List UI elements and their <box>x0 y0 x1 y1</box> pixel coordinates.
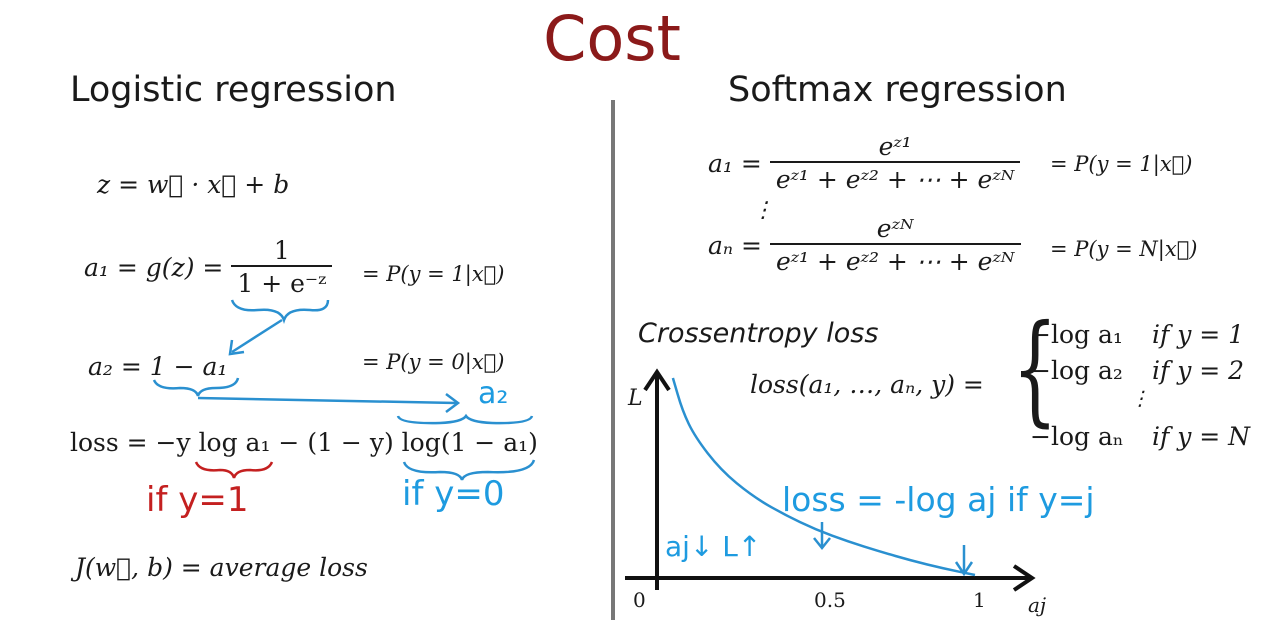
y-axis-arrow <box>643 368 671 392</box>
loss-note-arrow-head <box>813 537 831 551</box>
at-one-arrow-head <box>954 561 974 577</box>
softmax-a1-denominator: eᶻ¹ + eᶻ² + ⋯ + eᶻᴺ <box>769 161 1021 194</box>
note-arrows: aj↓ L↑ <box>665 530 762 563</box>
softmax-aN-denominator: eᶻ¹ + eᶻ² + ⋯ + eᶻᴺ <box>769 243 1021 276</box>
axis-x-label: aj <box>1028 593 1047 617</box>
note-if-y1: if y=1 <box>146 480 249 520</box>
softmax-a1: a₁ = eᶻ¹ eᶻ¹ + eᶻ² + ⋯ + eᶻᴺ <box>708 132 1021 194</box>
softmax-a1-prob: = P(y = 1|x⃗) <box>1050 152 1193 176</box>
softmax-a1-fraction: eᶻ¹ eᶻ¹ + eᶻ² + ⋯ + eᶻᴺ <box>769 132 1021 194</box>
case-1-expr: −log a₁ <box>1030 320 1123 349</box>
x-tick-1: 1 <box>973 588 986 612</box>
note-loss: loss = -log aj if y=j <box>782 480 1095 519</box>
crossentropy-label: Crossentropy loss <box>638 318 879 349</box>
note-if-y0: if y=0 <box>402 474 505 514</box>
eq-a1-prob: = P(y = 1|x⃗) <box>362 262 505 286</box>
a2-brace <box>152 377 240 397</box>
note-a2: a₂ <box>478 376 509 411</box>
eq-J: J(w⃗, b) = average loss <box>75 553 368 582</box>
logistic-heading: Logistic regression <box>70 70 397 110</box>
axis-y-label: L <box>628 386 643 411</box>
softmax-aN-fraction: eᶻᴺ eᶻ¹ + eᶻ² + ⋯ + eᶻᴺ <box>769 214 1021 276</box>
softmax-aN: aₙ = eᶻᴺ eᶻ¹ + eᶻ² + ⋯ + eᶻᴺ <box>708 214 1021 276</box>
denominator-brace <box>230 299 330 324</box>
cases-brace: { <box>1012 300 1058 439</box>
softmax-heading: Softmax regression <box>728 70 1067 110</box>
a2-arrow-head <box>445 393 461 413</box>
softmax-aN-lhs: aₙ = <box>708 230 762 260</box>
eq-z: z = w⃗ · x⃗ + b <box>97 170 290 199</box>
chart-axes <box>625 368 1036 592</box>
case-1-cond: if y = 1 <box>1152 320 1245 349</box>
x-tick-05: 0.5 <box>814 588 846 612</box>
case-4-cond: if y = N <box>1152 422 1251 451</box>
eq-loss: loss = −y log a₁ − (1 − y) log(1 − a₁) <box>70 428 538 457</box>
blue-brace <box>402 459 536 481</box>
softmax-vdots: ⋮ <box>752 198 774 223</box>
case-2-cond: if y = 2 <box>1152 356 1245 385</box>
eq-a1-numerator: 1 <box>273 236 290 265</box>
softmax-a1-numerator: eᶻ¹ <box>878 132 912 161</box>
slide-title: Cost <box>543 2 681 75</box>
case-3-expr: ⋮ <box>1130 386 1150 410</box>
loss-lhs: loss(a₁, …, aₙ, y) = <box>750 370 984 399</box>
brace-arrow <box>231 318 283 354</box>
case-2-expr: −log a₂ <box>1030 356 1123 385</box>
eq-a2-prob: = P(y = 0|x⃗) <box>362 350 505 374</box>
brace-arrow-head <box>228 339 245 356</box>
red-brace <box>194 461 274 479</box>
eq-a1-lhs: a₁ = g(z) = <box>84 252 224 282</box>
eq-a1: a₁ = g(z) = 1 1 + e⁻ᶻ <box>84 236 333 298</box>
softmax-aN-numerator: eᶻᴺ <box>876 214 914 243</box>
log-term-brace <box>396 413 534 425</box>
x-axis-arrow <box>1012 564 1036 592</box>
loss-curve <box>671 377 976 577</box>
eq-a1-fraction: 1 1 + e⁻ᶻ <box>231 236 333 298</box>
divider <box>611 100 615 620</box>
softmax-aN-prob: = P(y = N|x⃗) <box>1050 237 1198 261</box>
x-tick-0: 0 <box>633 588 646 612</box>
eq-a1-denominator: 1 + e⁻ᶻ <box>231 265 333 298</box>
eq-a2: a₂ = 1 − a₁ <box>88 352 228 381</box>
case-4-expr: −log aₙ <box>1030 422 1124 451</box>
softmax-a1-lhs: a₁ = <box>708 148 762 178</box>
a2-arrow <box>197 396 457 405</box>
